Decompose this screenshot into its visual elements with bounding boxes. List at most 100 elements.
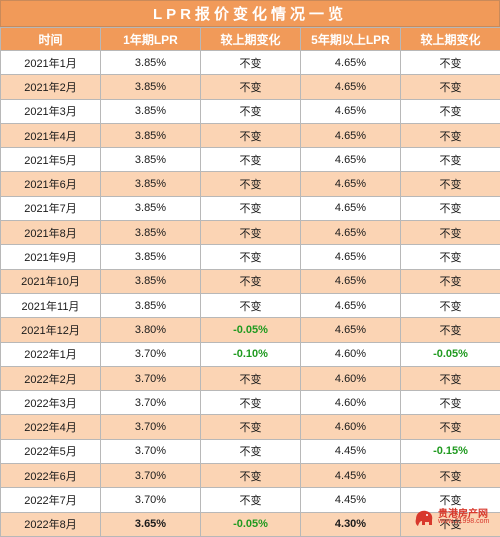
cell-change5: 不变	[401, 391, 500, 415]
cell-change1: 不变	[201, 488, 301, 512]
cell-lpr5: 4.65%	[301, 123, 401, 147]
header-lpr1: 1年期LPR	[101, 28, 201, 51]
cell-lpr5: 4.60%	[301, 366, 401, 390]
cell-change5: 不变	[401, 464, 500, 488]
watermark: 贵港房产网 www.21998.com	[412, 505, 498, 531]
table-title: LPR报价变化情况一览	[0, 0, 500, 27]
header-change5: 较上期变化	[401, 28, 500, 51]
cell-change1: 不变	[201, 51, 301, 75]
cell-change1: 不变	[201, 99, 301, 123]
cell-change1: 不变	[201, 366, 301, 390]
cell-lpr1: 3.85%	[101, 172, 201, 196]
cell-change5: 不变	[401, 318, 500, 342]
cell-lpr1: 3.70%	[101, 439, 201, 463]
cell-change5: 不变	[401, 245, 500, 269]
cell-lpr5: 4.65%	[301, 221, 401, 245]
cell-lpr5: 4.65%	[301, 172, 401, 196]
cell-lpr1: 3.70%	[101, 366, 201, 390]
cell-change5: -0.05%	[401, 342, 500, 366]
cell-date: 2021年7月	[1, 196, 101, 220]
cell-change1: -0.10%	[201, 342, 301, 366]
cell-change5: 不变	[401, 99, 500, 123]
cell-lpr5: 4.65%	[301, 75, 401, 99]
cell-change1: 不变	[201, 245, 301, 269]
cell-lpr5: 4.60%	[301, 415, 401, 439]
cell-lpr5: 4.45%	[301, 464, 401, 488]
cell-lpr5: 4.65%	[301, 318, 401, 342]
cell-lpr5: 4.60%	[301, 391, 401, 415]
cell-lpr1: 3.85%	[101, 293, 201, 317]
cell-lpr1: 3.85%	[101, 51, 201, 75]
cell-lpr1: 3.85%	[101, 221, 201, 245]
cell-date: 2021年1月	[1, 51, 101, 75]
cell-date: 2021年11月	[1, 293, 101, 317]
cell-lpr5: 4.65%	[301, 245, 401, 269]
cell-date: 2022年1月	[1, 342, 101, 366]
cell-change5: 不变	[401, 148, 500, 172]
cell-change5: 不变	[401, 75, 500, 99]
cell-date: 2022年6月	[1, 464, 101, 488]
cell-change5: 不变	[401, 196, 500, 220]
cell-lpr1: 3.70%	[101, 415, 201, 439]
cell-lpr1: 3.85%	[101, 148, 201, 172]
cell-change5: 不变	[401, 51, 500, 75]
cell-change1: 不变	[201, 391, 301, 415]
cell-lpr1: 3.85%	[101, 269, 201, 293]
cell-change5: 不变	[401, 293, 500, 317]
header-date: 时间	[1, 28, 101, 51]
elephant-logo-icon	[412, 505, 436, 529]
cell-lpr1: 3.70%	[101, 464, 201, 488]
cell-change5: 不变	[401, 366, 500, 390]
header-row: 时间 1年期LPR 较上期变化 5年期以上LPR 较上期变化	[1, 28, 500, 51]
cell-date: 2021年9月	[1, 245, 101, 269]
cell-date: 2021年4月	[1, 123, 101, 147]
cell-date: 2021年2月	[1, 75, 101, 99]
cell-lpr5: 4.65%	[301, 293, 401, 317]
cell-change1: 不变	[201, 75, 301, 99]
cell-date: 2022年3月	[1, 391, 101, 415]
cell-lpr5: 4.45%	[301, 439, 401, 463]
cell-lpr5: 4.65%	[301, 51, 401, 75]
watermark-url: www.21998.com	[438, 518, 489, 525]
cell-lpr1: 3.85%	[101, 99, 201, 123]
cell-change5: 不变	[401, 123, 500, 147]
cell-change1: 不变	[201, 196, 301, 220]
cell-change1: 不变	[201, 269, 301, 293]
cell-change1: -0.05%	[201, 318, 301, 342]
cell-lpr1: 3.85%	[101, 75, 201, 99]
cell-date: 2021年6月	[1, 172, 101, 196]
cell-lpr5: 4.45%	[301, 488, 401, 512]
cell-lpr5: 4.65%	[301, 148, 401, 172]
cell-change1: 不变	[201, 148, 301, 172]
cell-change1: 不变	[201, 464, 301, 488]
cell-change1: 不变	[201, 172, 301, 196]
cell-date: 2021年10月	[1, 269, 101, 293]
cell-lpr1: 3.80%	[101, 318, 201, 342]
cell-lpr1: 3.85%	[101, 245, 201, 269]
cell-date: 2021年8月	[1, 221, 101, 245]
header-change1: 较上期变化	[201, 28, 301, 51]
cell-lpr5: 4.65%	[301, 99, 401, 123]
cell-change1: 不变	[201, 123, 301, 147]
cell-lpr5: 4.65%	[301, 269, 401, 293]
cell-date: 2022年7月	[1, 488, 101, 512]
cell-lpr1: 3.70%	[101, 488, 201, 512]
cell-lpr1: 3.85%	[101, 196, 201, 220]
cell-change1: 不变	[201, 439, 301, 463]
cell-lpr1: 3.70%	[101, 391, 201, 415]
cell-change5: 不变	[401, 415, 500, 439]
cell-change5: -0.15%	[401, 439, 500, 463]
cell-date: 2021年3月	[1, 99, 101, 123]
